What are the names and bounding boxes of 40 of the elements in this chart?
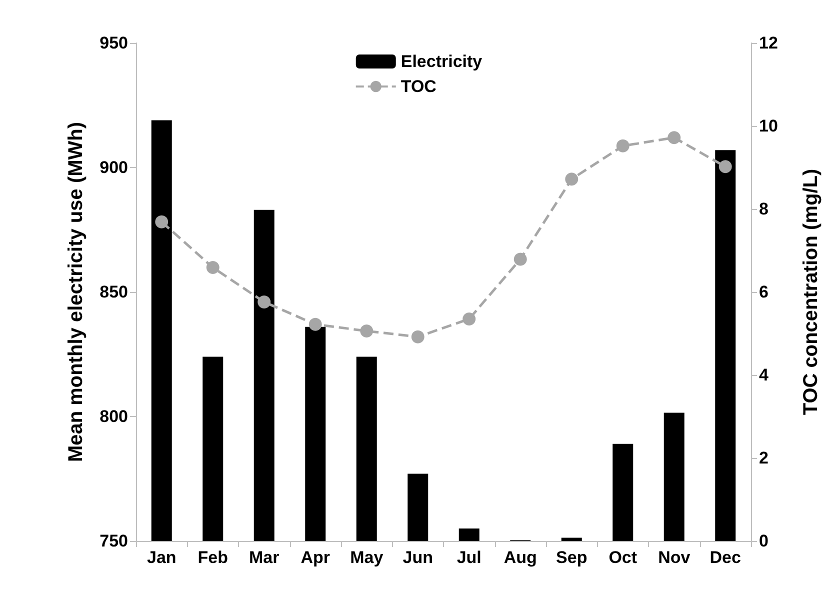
x-tick-label: Feb <box>198 548 228 567</box>
y2-tick-label: 8 <box>759 200 768 218</box>
x-tick-label: Nov <box>658 548 691 567</box>
point <box>308 318 322 331</box>
point <box>258 295 271 308</box>
point <box>462 312 476 326</box>
point <box>411 330 424 344</box>
y2-tick-label: 0 <box>759 532 768 550</box>
y2-tick-label: 10 <box>759 116 778 136</box>
y2-tick-label: 6 <box>759 282 768 302</box>
y2-tick-label: 12 <box>759 34 778 52</box>
y-tick-label: 800 <box>100 407 128 426</box>
y-tick-label: 900 <box>100 158 128 177</box>
y2-axis-title: TOC concentration (mg/L) <box>800 168 822 416</box>
x-tick-label: Dec <box>710 548 741 567</box>
x-tick-label: Jul <box>456 548 482 567</box>
point <box>668 131 681 144</box>
x-tick-label: Jun <box>402 548 433 567</box>
point <box>616 139 630 152</box>
point <box>514 252 527 266</box>
legend-label: Electricity <box>400 52 483 71</box>
x-tick-label: Sep <box>556 548 588 567</box>
y2-tick-label: 4 <box>759 366 769 384</box>
point <box>155 215 168 228</box>
legend-label: TOC <box>400 77 436 96</box>
y-tick-label: 850 <box>100 282 128 302</box>
x-tick-label: Mar <box>249 548 280 567</box>
point <box>565 172 578 186</box>
point <box>206 261 220 274</box>
y-tick-label: 950 <box>100 34 128 52</box>
y2-tick-label: 2 <box>759 448 768 468</box>
x-tick-label: Jan <box>146 548 176 567</box>
y-axis-title: Mean monthly electricity use (MWh) <box>65 122 87 462</box>
x-tick-label: Oct <box>608 548 638 567</box>
y-tick-label: 750 <box>100 532 128 550</box>
point <box>360 324 374 338</box>
point <box>718 160 732 174</box>
x-tick-label: Apr <box>300 548 330 567</box>
x-tick-label: Aug <box>504 548 537 567</box>
x-tick-label: May <box>350 548 384 567</box>
